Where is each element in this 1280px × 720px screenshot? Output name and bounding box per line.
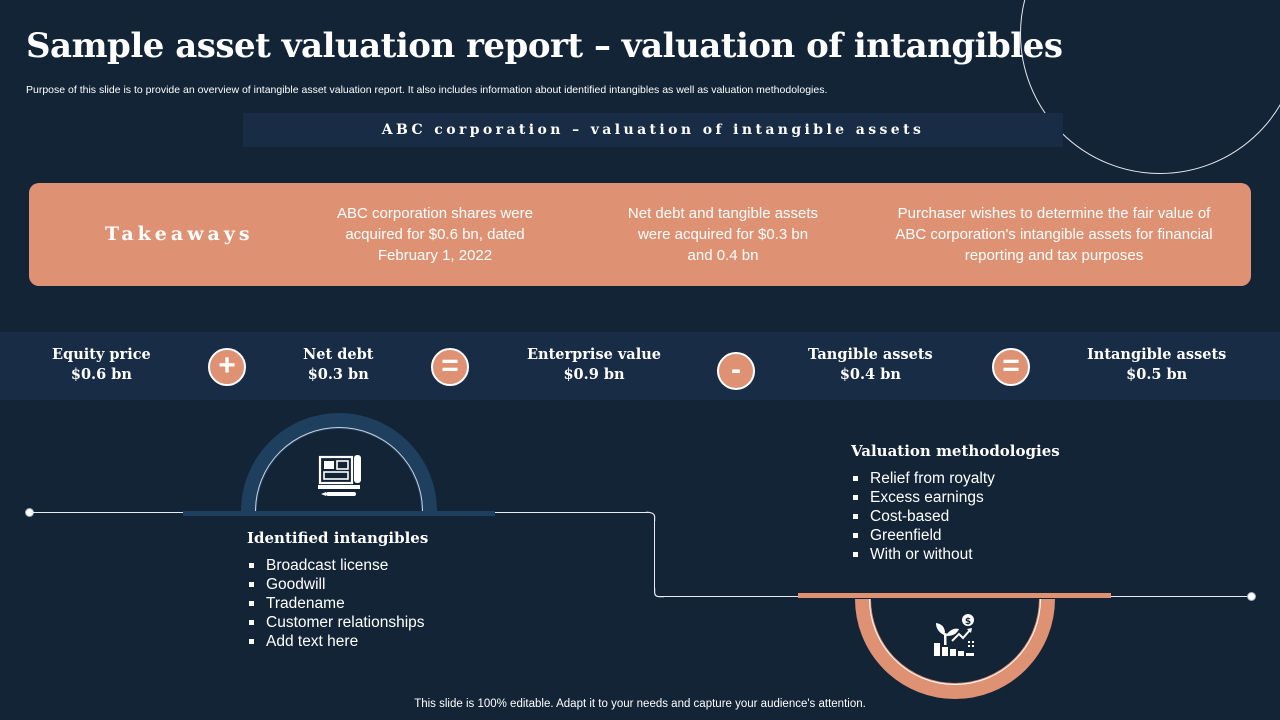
list-item: Tradename: [247, 594, 425, 613]
page-subtitle: Purpose of this slide is to provide an o…: [26, 84, 828, 96]
term-value: $0.6 bn: [70, 366, 132, 383]
methodologies-title: Valuation methodologies: [851, 442, 1060, 460]
connector-corner: [654, 588, 664, 598]
methodologies-list: Relief from royalty Excess earnings Cost…: [851, 469, 995, 564]
equals-operator: =: [992, 348, 1030, 386]
net-debt-term: Net debt $0.3 bn: [303, 345, 373, 385]
list-item: Greenfield: [851, 526, 995, 545]
list-item: Goodwill: [247, 575, 425, 594]
section-banner: ABC corporation – valuation of intangibl…: [243, 113, 1063, 147]
intangible-assets-term: Intangible assets $0.5 bn: [1087, 345, 1226, 385]
takeaways-heading: Takeaways: [105, 223, 254, 245]
list-item: With or without: [851, 545, 995, 564]
blueprint-icon: [318, 455, 361, 496]
term-value: $0.5 bn: [1126, 366, 1188, 383]
term-value: $0.9 bn: [563, 366, 625, 383]
footer-note: This slide is 100% editable. Adapt it to…: [414, 698, 866, 710]
minus-operator: -: [717, 352, 755, 390]
term-label: Equity price: [52, 346, 151, 363]
plus-operator: +: [208, 348, 246, 386]
takeaways-panel: Takeaways ABC corporation shares were ac…: [29, 183, 1251, 286]
svg-text:$: $: [965, 617, 971, 627]
term-label: Net debt: [303, 346, 374, 363]
connector-corner: [646, 511, 656, 521]
equity-price-term: Equity price $0.6 bn: [52, 345, 151, 385]
connector-dot: [1247, 592, 1256, 601]
banner-text: ABC corporation – valuation of intangibl…: [381, 122, 925, 138]
list-item: Relief from royalty: [851, 469, 995, 488]
term-value: $0.4 bn: [839, 366, 901, 383]
valuation-equation: Equity price $0.6 bn + Net debt $0.3 bn …: [0, 332, 1280, 400]
intangibles-list: Broadcast license Goodwill Tradename Cus…: [247, 556, 425, 651]
term-value: $0.3 bn: [307, 366, 369, 383]
page-title: Sample asset valuation report – valuatio…: [26, 26, 1063, 66]
list-item: Add text here: [247, 632, 425, 651]
term-label: Tangible assets: [808, 346, 933, 363]
list-item: Cost-based: [851, 507, 995, 526]
takeaway-item: Net debt and tangible assets were acquir…: [627, 205, 819, 264]
term-label: Intangible assets: [1087, 346, 1227, 363]
intangibles-title: Identified intangibles: [247, 529, 429, 547]
connector-line: [654, 516, 656, 592]
list-item: Customer relationships: [247, 613, 425, 632]
equals-operator: =: [431, 348, 469, 386]
list-item: Excess earnings: [851, 488, 995, 507]
takeaway-item: Purchaser wishes to determine the fair v…: [895, 205, 1213, 264]
intangibles-bar: [183, 511, 495, 516]
valuation-growth-icon: $: [934, 614, 974, 656]
term-label: Enterprise value: [527, 346, 661, 363]
methodologies-bar: [798, 593, 1111, 598]
takeaway-item: ABC corporation shares were acquired for…: [337, 205, 533, 264]
tangible-assets-term: Tangible assets $0.4 bn: [808, 345, 933, 385]
enterprise-value-term: Enterprise value $0.9 bn: [527, 345, 661, 385]
list-item: Broadcast license: [247, 556, 425, 575]
